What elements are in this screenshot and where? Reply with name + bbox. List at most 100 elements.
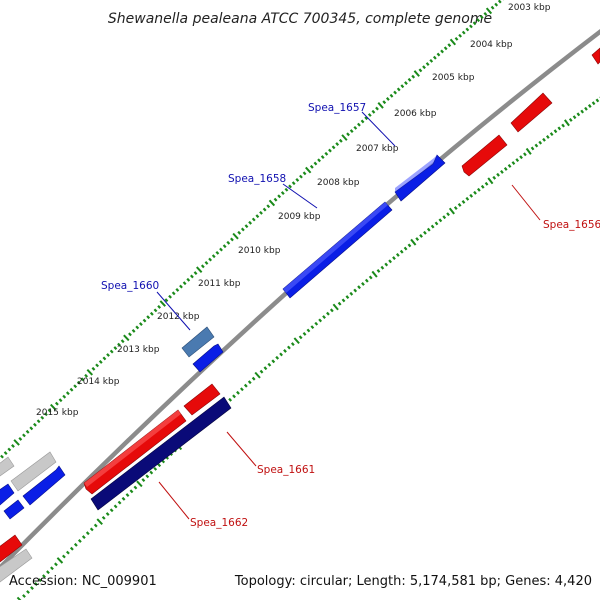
outer-tick <box>268 199 276 207</box>
gene-spea-1657[interactable] <box>394 154 446 202</box>
outer-tick <box>349 129 354 134</box>
inner-tick <box>136 480 143 488</box>
inner-tick <box>113 504 118 509</box>
inner-tick <box>62 554 66 559</box>
inner-tick <box>500 169 504 174</box>
gene-small-forward-1[interactable] <box>192 343 224 373</box>
tick-label-2004: 2004 kbp <box>470 40 513 50</box>
inner-tick <box>240 387 244 392</box>
outer-tick <box>328 148 332 153</box>
label-spea-1661[interactable]: Spea_1661 <box>257 464 315 476</box>
outer-tick <box>86 369 94 376</box>
gene-reverse-long[interactable] <box>83 409 187 495</box>
inner-tick <box>283 349 287 353</box>
gene-edge-forward-1[interactable] <box>22 465 66 506</box>
outer-tick <box>367 113 372 117</box>
inner-tick <box>73 542 78 547</box>
label-spea-1658[interactable]: Spea_1658 <box>228 173 286 185</box>
outer-tick <box>436 52 441 57</box>
gene-reverse-top-2[interactable] <box>591 47 600 65</box>
outer-tick <box>458 33 463 38</box>
gene-edge-reverse-1[interactable] <box>0 534 23 563</box>
outer-tick <box>413 70 420 77</box>
gene-reverse-top-1[interactable] <box>510 92 553 133</box>
map-title: Shewanella pealeana ATCC 700345, complet… <box>108 11 492 27</box>
gene-edge-forward-3[interactable] <box>0 483 15 506</box>
accession-text: Accession: NC_009901 <box>9 574 157 589</box>
inner-tick <box>487 177 494 185</box>
label-spea-1656[interactable]: Spea_1656 <box>543 219 600 231</box>
inner-tick <box>243 383 248 388</box>
inner-tick <box>465 196 470 201</box>
outer-tick <box>36 419 41 424</box>
inner-tick <box>254 371 261 379</box>
gene-reverse-long-shade <box>84 410 181 487</box>
inner-tick <box>34 582 38 586</box>
outer-tick <box>240 227 245 232</box>
inner-tick <box>384 262 389 267</box>
gene-edge-forward-2[interactable] <box>3 499 25 520</box>
inner-tick <box>546 135 550 139</box>
inner-tick <box>77 539 82 543</box>
outer-tick <box>113 346 118 351</box>
forward-genes <box>0 154 446 520</box>
inner-tick <box>399 249 404 254</box>
outer-tick <box>47 408 52 413</box>
inner-tick <box>587 104 592 108</box>
outer-tick <box>353 125 358 130</box>
label-spea-1660[interactable]: Spea_1660 <box>101 280 159 292</box>
inner-tick <box>65 550 70 555</box>
inner-tick <box>473 190 477 195</box>
inner-tick <box>419 233 423 238</box>
inner-tick <box>561 123 565 128</box>
tick-label-2003: 2003 kbp <box>508 3 551 13</box>
gene-grey-2[interactable] <box>0 456 15 477</box>
inner-tick <box>56 557 64 564</box>
outer-tick <box>219 247 223 252</box>
outer-tick <box>377 102 384 109</box>
outer-tick <box>84 373 89 378</box>
inner-tick <box>50 566 54 571</box>
inner-tick <box>530 146 535 151</box>
outer-tick <box>305 166 312 174</box>
outer-tick <box>186 277 191 282</box>
inner-tick <box>287 345 291 350</box>
genome-backbone <box>0 28 600 571</box>
outer-tick <box>418 68 423 73</box>
outer-tick <box>58 398 63 403</box>
gene-spea-1656[interactable] <box>461 134 508 177</box>
gene-edge-grey-3[interactable] <box>0 548 33 583</box>
inner-tick <box>584 106 588 111</box>
inner-tick <box>263 366 268 371</box>
outer-tick <box>494 2 499 7</box>
inner-tick <box>423 230 427 235</box>
outer-tick <box>11 444 15 448</box>
inner-tick <box>538 140 543 145</box>
outer-tick <box>18 436 23 441</box>
outer-tick <box>273 197 278 202</box>
outer-tick <box>396 87 401 92</box>
inner-tick <box>81 535 86 539</box>
inner-tick <box>96 518 103 525</box>
outer-tick <box>357 122 361 127</box>
tick-label-2005: 2005 kbp <box>432 73 475 83</box>
label-spea-1657[interactable]: Spea_1657 <box>308 102 366 114</box>
outer-tick <box>371 109 376 114</box>
inner-tick <box>302 331 307 336</box>
outer-tick <box>50 403 57 411</box>
label-spea-1662[interactable]: Spea_1662 <box>190 517 248 529</box>
outer-tick <box>299 174 303 179</box>
inner-tick <box>332 303 339 311</box>
outer-tick <box>222 244 227 249</box>
outer-tick <box>22 433 26 438</box>
outer-tick <box>259 210 263 215</box>
inner-tick <box>446 212 450 217</box>
inner-tick <box>461 199 466 204</box>
gene-grey-1[interactable] <box>10 451 57 492</box>
outer-tick <box>95 363 100 368</box>
gene-spea-1660[interactable] <box>181 326 215 358</box>
gene-spea-1661[interactable] <box>183 383 221 416</box>
inner-tick <box>125 493 130 497</box>
gene-spea-1662[interactable] <box>90 396 232 511</box>
inner-tick <box>69 546 74 551</box>
